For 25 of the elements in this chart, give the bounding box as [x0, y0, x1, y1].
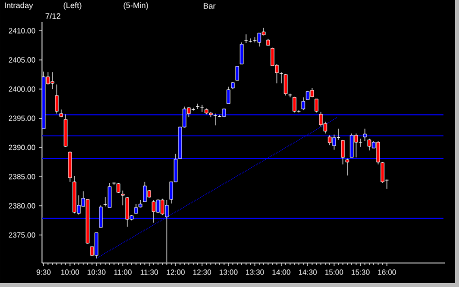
candlestick: [226, 86, 230, 104]
candlestick: [54, 84, 59, 114]
candlestick: [108, 182, 112, 208]
candlestick: [142, 182, 147, 202]
candlestick: [345, 158, 350, 176]
candlestick: [380, 162, 384, 184]
candlestick: [235, 66, 240, 81]
candlestick: [367, 138, 372, 151]
candlestick: [354, 133, 358, 158]
candlestick: [363, 128, 367, 142]
candlestick: [328, 134, 332, 146]
candlestick: [116, 182, 120, 194]
candlestick: [341, 140, 345, 165]
candlestick: [301, 96, 306, 110]
candlestick: [314, 98, 318, 113]
candlestick: [284, 74, 288, 96]
candlestick: [125, 196, 130, 228]
candlestick: [332, 134, 336, 150]
candlestick: [120, 190, 125, 206]
candlestick: [240, 42, 244, 64]
candlestick: [310, 88, 314, 98]
candlestick: [112, 182, 116, 186]
candlestick: [292, 96, 296, 113]
candlestick: [376, 140, 380, 165]
candlestick: [257, 32, 262, 47]
